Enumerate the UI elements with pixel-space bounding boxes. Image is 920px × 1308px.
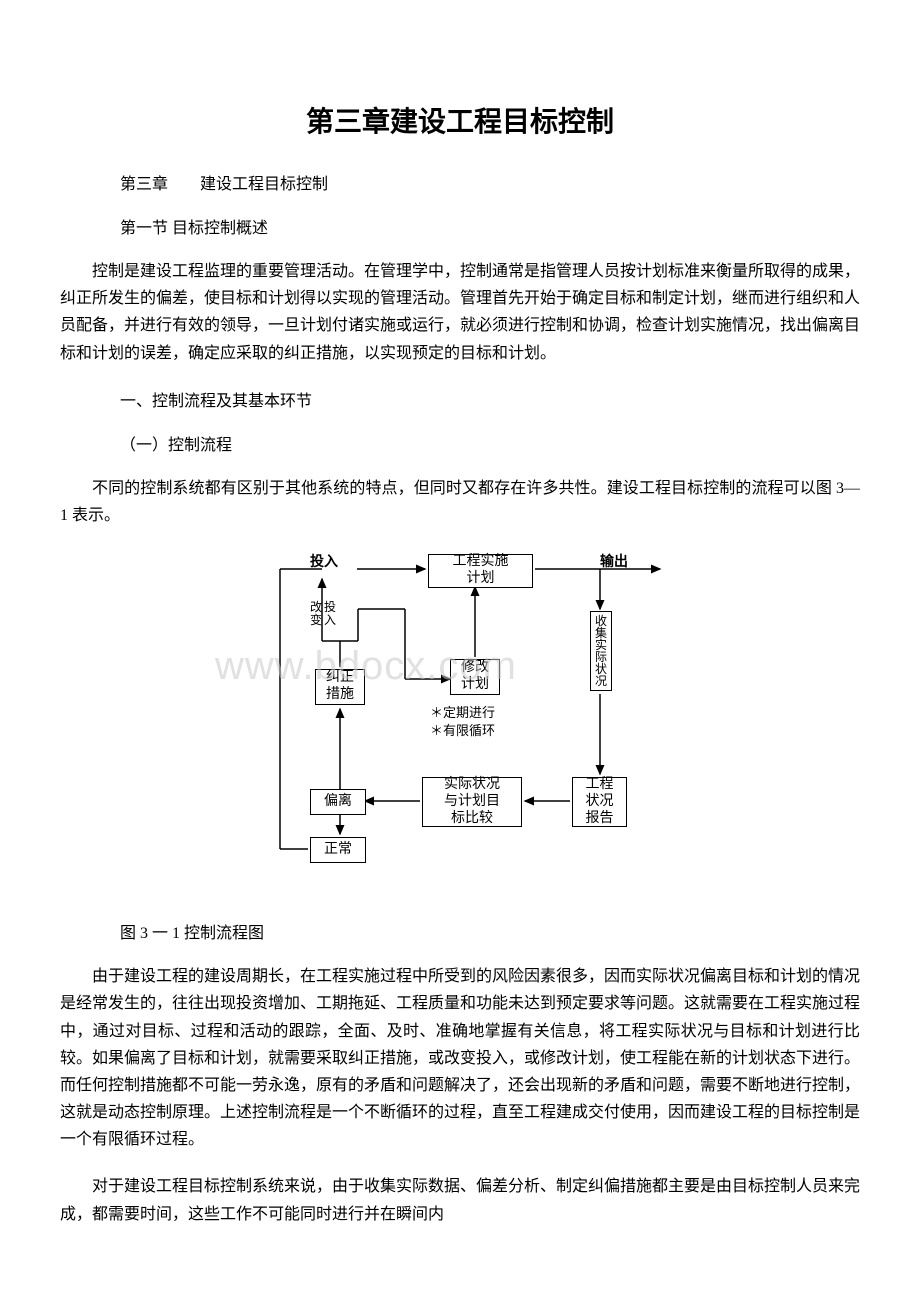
box-plan: 工程实施 计划 [428, 554, 533, 588]
vtext-change-content: 改 变投 入 [310, 601, 340, 626]
vtext-collect-content: 收 集 实 际 状 况 [595, 615, 607, 687]
box-normal: 正常 [310, 837, 366, 863]
center-note-1: ＊定期进行 [430, 704, 495, 722]
box-collect: 收 集 实 际 状 况 [590, 611, 612, 691]
box-modify-plan: 修改 计划 [450, 659, 500, 695]
paragraph-3: 由于建设工程的建设周期长，在工程实施过程中所受到的风险因素很多，因而实际状况偏离… [60, 963, 860, 1153]
box-correct: 纠正 措施 [315, 669, 365, 705]
vtext-change-input: 改 变投 入 [310, 601, 340, 626]
label-output: 输出 [600, 551, 628, 571]
heading-1: 一、控制流程及其基本环节 [120, 387, 860, 411]
control-flow-diagram: www.bdocx.com [250, 549, 670, 889]
figure-caption: 图 3 一 1 控制流程图 [120, 919, 860, 943]
heading-1-1: （一）控制流程 [120, 431, 860, 455]
label-input: 投入 [310, 551, 338, 571]
paragraph-4: 对于建设工程目标控制系统来说，由于收集实际数据、偏差分析、制定纠偏措施都主要是由… [60, 1173, 860, 1227]
box-report: 工程 状况 报告 [572, 777, 627, 827]
center-note: ＊定期进行 ＊有限循环 [430, 704, 495, 740]
center-note-2: ＊有限循环 [430, 722, 495, 740]
section-line: 第一节 目标控制概述 [120, 214, 860, 238]
paragraph-2: 不同的控制系统都有区别于其他系统的特点，但同时又都存在许多共性。建设工程目标控制… [60, 475, 860, 529]
box-compare: 实际状况 与计划目 标比较 [422, 777, 522, 827]
main-title: 第三章建设工程目标控制 [60, 100, 860, 140]
box-deviation: 偏离 [310, 789, 366, 815]
chapter-line: 第三章 建设工程目标控制 [120, 170, 860, 194]
paragraph-intro: 控制是建设工程监理的重要管理活动。在管理学中，控制通常是指管理人员按计划标准来衡… [60, 258, 860, 367]
